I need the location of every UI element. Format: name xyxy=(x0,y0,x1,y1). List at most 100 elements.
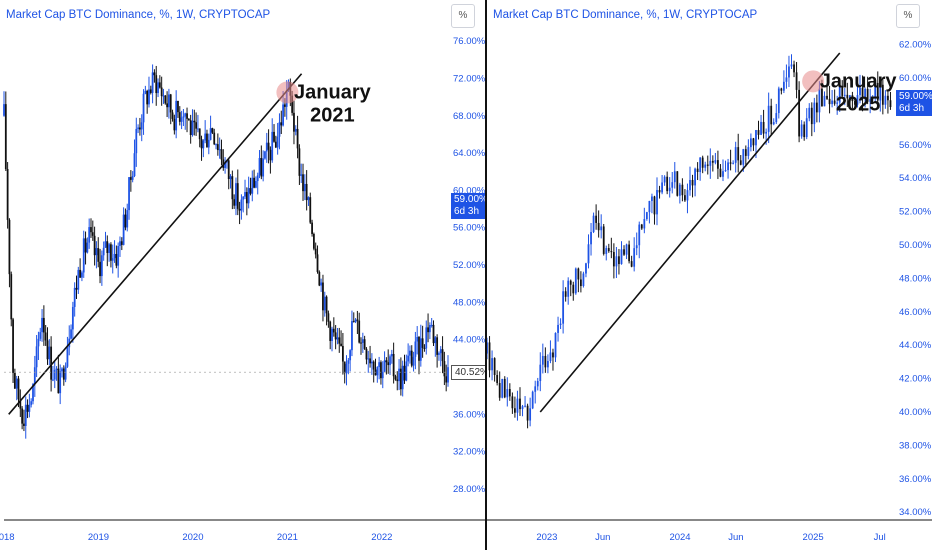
y-tick-label: 60.00% xyxy=(899,73,932,84)
candle-body xyxy=(491,358,493,371)
candle-body xyxy=(874,82,877,97)
left-chart-svg[interactable]: 76.00% 72.00% 68.00% 64.00% 60.00% 56.00% 52.0… xyxy=(0,0,487,550)
candle-body xyxy=(122,214,125,245)
candle-body xyxy=(164,95,167,104)
candle-body xyxy=(338,337,341,344)
candle-body xyxy=(815,102,818,113)
candle-body xyxy=(363,339,366,349)
candle-body xyxy=(365,348,368,360)
candle-body xyxy=(293,112,295,132)
right-chart-panel: 62.00%60.00%58.00%56.00%54.00%52.00%50.0… xyxy=(487,0,932,550)
candle-body xyxy=(361,339,364,343)
candle-body xyxy=(314,248,317,255)
percent-scale-button[interactable]: % xyxy=(896,4,920,28)
candle-body xyxy=(86,242,89,253)
candle-body xyxy=(149,89,152,93)
y-tick-label: 52.00% xyxy=(899,207,932,218)
candle-body xyxy=(526,405,529,421)
candle-body xyxy=(398,368,400,382)
candle-body xyxy=(770,105,773,125)
candle-body xyxy=(711,160,714,163)
candle-body xyxy=(722,171,724,177)
candle-body xyxy=(24,404,27,426)
candle-body xyxy=(671,182,674,188)
chart-title: Market Cap BTC Dominance, %, 1W, CRYPTOC… xyxy=(493,9,758,21)
candle-body xyxy=(331,328,333,341)
trendline xyxy=(8,73,303,415)
candle-body xyxy=(37,338,40,347)
candle-body xyxy=(628,244,630,262)
candle-body xyxy=(414,341,417,357)
candle-body xyxy=(206,133,208,148)
y-tick-label: 64.00% xyxy=(453,148,486,159)
candle-body xyxy=(351,321,353,351)
candle-body xyxy=(625,244,628,255)
candle-body xyxy=(387,362,390,366)
right-chart-svg[interactable]: 62.00%60.00%58.00%56.00%54.00%52.00%50.0… xyxy=(487,0,932,550)
y-tick-label: 68.00% xyxy=(453,111,486,122)
candle-body xyxy=(50,346,53,380)
candle-body xyxy=(133,153,136,177)
candle-body xyxy=(33,367,36,385)
candle-body xyxy=(198,128,201,140)
candle-body xyxy=(100,255,103,277)
candle-body xyxy=(193,120,196,123)
candle-body xyxy=(438,353,440,355)
candle-body xyxy=(53,369,56,380)
candle-body xyxy=(28,404,31,412)
candle-body xyxy=(77,269,80,290)
candle-body xyxy=(861,87,864,99)
candle-body xyxy=(432,324,435,344)
candle-body xyxy=(269,149,272,161)
y-tick-label: 48.00% xyxy=(453,297,486,308)
candle-body xyxy=(653,196,656,215)
candle-body xyxy=(696,168,699,172)
candle-body xyxy=(155,75,158,94)
x-tick-label: Jul xyxy=(874,532,886,543)
candle-body xyxy=(253,177,255,188)
candle-body xyxy=(602,226,605,254)
candle-body xyxy=(175,100,178,131)
candle-body xyxy=(866,88,869,102)
candle-body xyxy=(729,162,732,164)
candle-body xyxy=(142,93,145,123)
candle-body xyxy=(821,88,823,107)
candle-body xyxy=(552,352,554,358)
candle-body xyxy=(128,177,130,211)
candle-body xyxy=(233,199,236,206)
candle-body xyxy=(273,131,275,142)
y-tick-label: 36.00% xyxy=(899,474,932,485)
candle-body xyxy=(633,248,636,267)
candle-body xyxy=(597,222,600,231)
candle-body xyxy=(108,244,111,254)
candle-body xyxy=(91,232,94,236)
candle-body xyxy=(818,88,821,113)
candle-body xyxy=(294,128,297,132)
candle-body xyxy=(772,122,775,125)
candle-body xyxy=(630,261,633,267)
candle-body xyxy=(48,346,51,360)
x-tick-label: 2022 xyxy=(371,532,392,543)
candle-body xyxy=(184,113,187,117)
annotation-label: 2025 xyxy=(836,93,881,115)
candle-body xyxy=(706,164,709,166)
candle-body xyxy=(640,224,643,229)
y-tick-label: 44.00% xyxy=(899,340,932,351)
candle-body xyxy=(385,360,388,363)
candle-body xyxy=(673,171,676,183)
annotation-label: 2021 xyxy=(310,104,355,126)
candle-body xyxy=(276,136,279,148)
candle-body xyxy=(701,157,704,168)
candle-body xyxy=(487,342,488,354)
candle-body xyxy=(52,379,54,381)
candle-body xyxy=(30,401,33,405)
candle-body xyxy=(854,101,856,105)
candle-body xyxy=(777,88,780,114)
annotation-label: January xyxy=(294,81,372,103)
candle-body xyxy=(4,104,7,170)
candle-body xyxy=(719,168,722,177)
percent-scale-button[interactable]: % xyxy=(451,4,475,28)
candle-body xyxy=(41,317,43,333)
candle-body xyxy=(3,104,5,116)
candle-body xyxy=(407,355,410,362)
